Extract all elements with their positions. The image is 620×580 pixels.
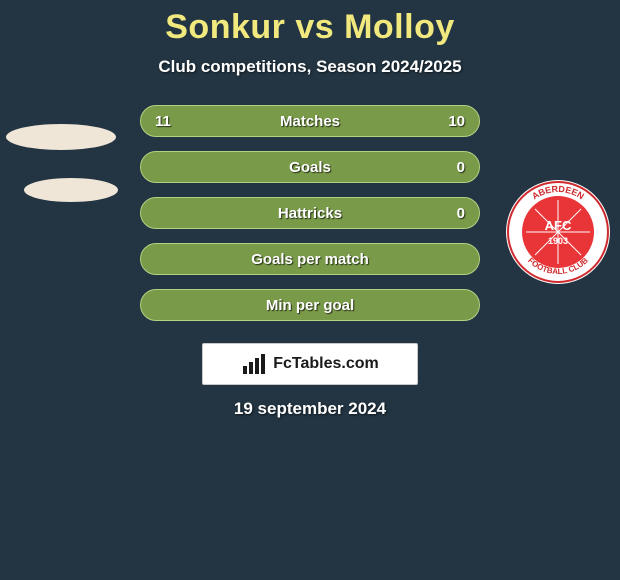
stat-label: Goals: [183, 159, 437, 176]
stat-label: Goals per match: [183, 251, 437, 268]
stat-row: Goals per match: [140, 243, 480, 275]
brand-box: FcTables.com: [202, 343, 418, 385]
stat-label: Min per goal: [183, 297, 437, 314]
stat-row: Goals0: [140, 151, 480, 183]
bars-icon: [241, 354, 267, 374]
stat-right-value: 10: [437, 113, 465, 130]
club-badge: ABERDEEN FOOTBALL CLUB AFC 1903: [504, 178, 612, 286]
badge-year: 1903: [548, 236, 568, 246]
badge-center-text: AFC: [545, 218, 572, 233]
stat-right-value: 0: [437, 159, 465, 176]
stat-left-value: 11: [155, 113, 183, 130]
decor-ellipse: [24, 178, 118, 202]
stat-label: Matches: [183, 113, 437, 130]
decor-ellipse: [6, 124, 116, 150]
brand-text: FcTables.com: [273, 355, 379, 373]
page-title: Sonkur vs Molloy: [0, 8, 620, 47]
stat-row: 11Matches10: [140, 105, 480, 137]
stat-label: Hattricks: [183, 205, 437, 222]
stat-row: Min per goal: [140, 289, 480, 321]
stat-right-value: 0: [437, 205, 465, 222]
subtitle: Club competitions, Season 2024/2025: [0, 57, 620, 77]
footer-date: 19 september 2024: [0, 399, 620, 419]
stat-row: Hattricks0: [140, 197, 480, 229]
